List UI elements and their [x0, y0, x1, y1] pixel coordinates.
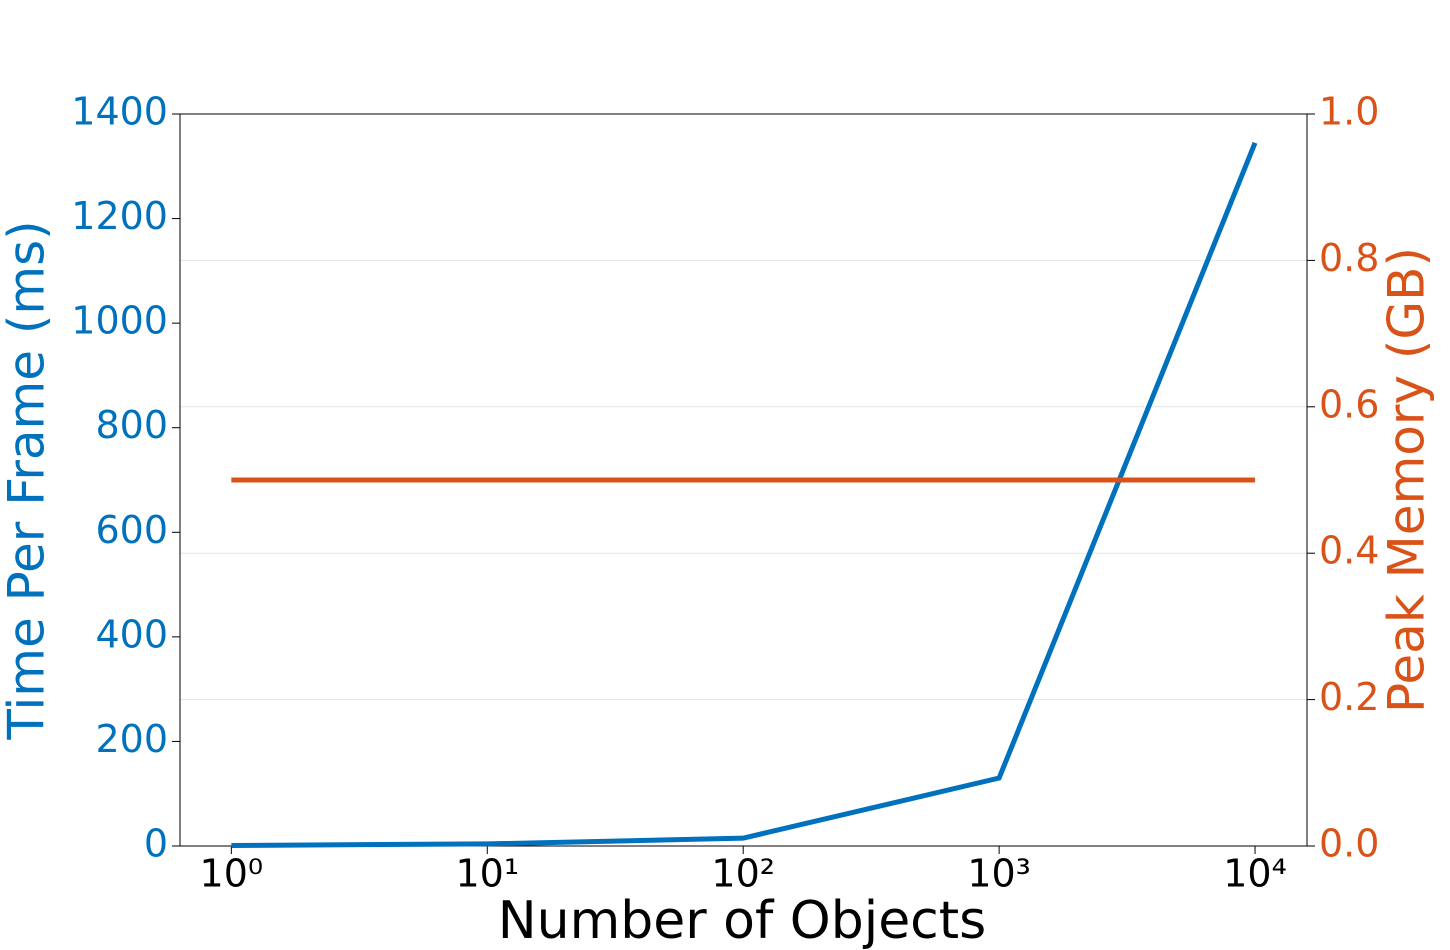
y-tick-label: 200 — [95, 717, 168, 761]
x-tick-label: 10⁴ — [1223, 852, 1287, 896]
y-tick-label: 400 — [95, 612, 168, 656]
y2-tick-label: 0.4 — [1319, 529, 1379, 573]
y-tick-label: 0 — [144, 822, 168, 866]
y-tick-label: 1400 — [71, 90, 168, 134]
y2-tick-label: 1.0 — [1319, 90, 1379, 134]
y2-axis-label: Peak Memory (GB) — [1378, 247, 1436, 713]
y2-tick-label: 0.8 — [1319, 236, 1379, 280]
y2-tick-label: 0.0 — [1319, 822, 1379, 866]
y-axis-label: Time Per Frame (ms) — [0, 220, 56, 740]
x-tick-label: 10¹ — [455, 852, 519, 896]
y-tick-label: 1200 — [71, 194, 168, 238]
y-tick-label: 600 — [95, 508, 168, 552]
y2-tick-label: 0.2 — [1319, 675, 1379, 719]
plot-frame — [179, 113, 1308, 847]
x-tick-label: 10³ — [967, 852, 1031, 896]
y-tick-label: 800 — [95, 403, 168, 447]
data-line — [231, 141, 1258, 848]
y2-tick-label: 0.6 — [1319, 382, 1379, 426]
x-tick-label: 10² — [711, 852, 775, 896]
x-axis-label: Number of Objects — [498, 891, 987, 950]
x-tick-label: 10⁰ — [200, 852, 264, 896]
y-tick-label: 1000 — [71, 299, 168, 343]
